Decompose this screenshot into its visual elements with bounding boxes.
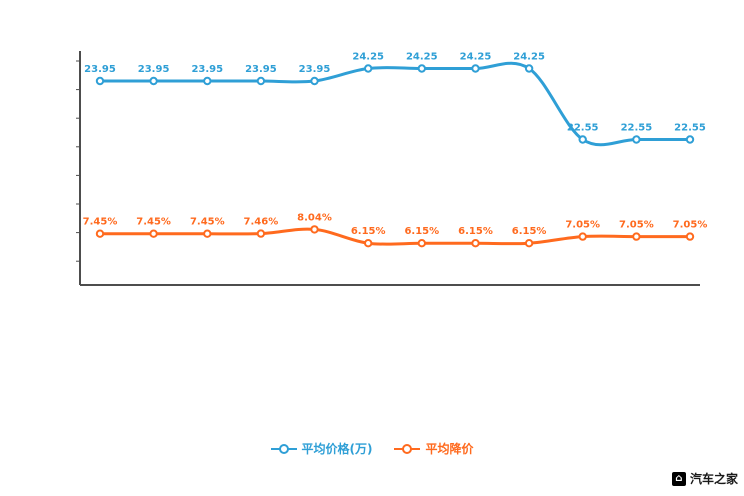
data-label-discount: 7.46% [244,217,279,228]
data-label-discount: 7.45% [83,217,118,228]
data-point-discount[interactable] [685,232,695,241]
data-point-price[interactable] [632,135,641,144]
data-point-discount[interactable] [203,229,212,238]
data-label-discount: 7.45% [136,217,171,228]
data-label-discount: 7.05% [673,220,708,231]
data-label-discount: 7.45% [190,217,225,228]
legend-label: 平均降价 [425,442,474,456]
data-label-price: 24.25 [513,52,545,63]
data-label-price: 24.25 [406,52,438,63]
data-label-discount: 6.15% [512,226,547,237]
legend-marker-dot [278,443,289,454]
data-label-price: 22.55 [621,123,653,134]
data-point-price[interactable] [95,76,105,86]
data-point-discount[interactable] [471,239,480,248]
data-point-price[interactable] [364,64,373,73]
chart-legend: 平均价格(万) 平均降价 [0,440,744,457]
data-point-price[interactable] [471,64,480,73]
data-point-discount[interactable] [364,239,373,248]
data-label-discount: 6.15% [351,226,386,237]
series-line-discount [98,227,692,246]
data-point-price[interactable] [310,76,319,86]
autohome-logo-icon: ⌂ [671,471,686,486]
legend-marker-price-icon [270,443,297,454]
data-point-discount[interactable] [95,229,105,238]
data-label-price: 24.25 [460,52,492,63]
data-label-discount: 8.04% [297,212,332,223]
legend-item-price[interactable]: 平均价格(万) [270,440,373,457]
data-point-price[interactable] [256,76,266,86]
data-point-discount[interactable] [578,232,587,241]
legend-label: 平均价格(万) [301,442,373,456]
data-label-price: 23.95 [299,64,331,75]
data-label-price: 24.25 [352,52,384,63]
data-label-price: 22.55 [674,123,706,134]
legend-marker-dot [402,443,413,454]
data-label-price: 23.95 [84,64,116,75]
legend-marker-discount-icon [394,443,421,454]
data-point-price[interactable] [417,64,426,73]
data-point-price[interactable] [524,64,534,73]
data-point-price[interactable] [149,76,158,86]
data-label-discount: 7.05% [619,220,654,231]
watermark: ⌂ 汽车之家 [671,470,738,487]
data-point-discount[interactable] [417,239,426,248]
data-label-price: 23.95 [245,64,277,75]
data-label-price: 23.95 [191,64,223,75]
data-label-price: 22.55 [567,123,599,134]
data-label-discount: 7.05% [565,220,600,231]
line-chart: 23.95 23.95 23.95 23.95 23.95 24.25 24.25 24.25… [76,51,708,286]
data-point-discount[interactable] [632,232,641,241]
data-label-discount: 6.15% [404,226,439,237]
data-point-discount[interactable] [256,229,266,238]
watermark-text: 汽车之家 [689,472,738,486]
data-point-price[interactable] [578,135,587,144]
data-point-price[interactable] [203,76,212,86]
series-line-price [98,61,692,147]
data-point-discount[interactable] [310,225,319,234]
legend-item-discount[interactable]: 平均降价 [394,440,474,457]
data-point-discount[interactable] [524,239,534,248]
data-point-discount[interactable] [149,229,158,238]
data-point-price[interactable] [685,135,695,144]
data-label-price: 23.95 [138,64,170,75]
data-label-discount: 6.15% [458,226,493,237]
